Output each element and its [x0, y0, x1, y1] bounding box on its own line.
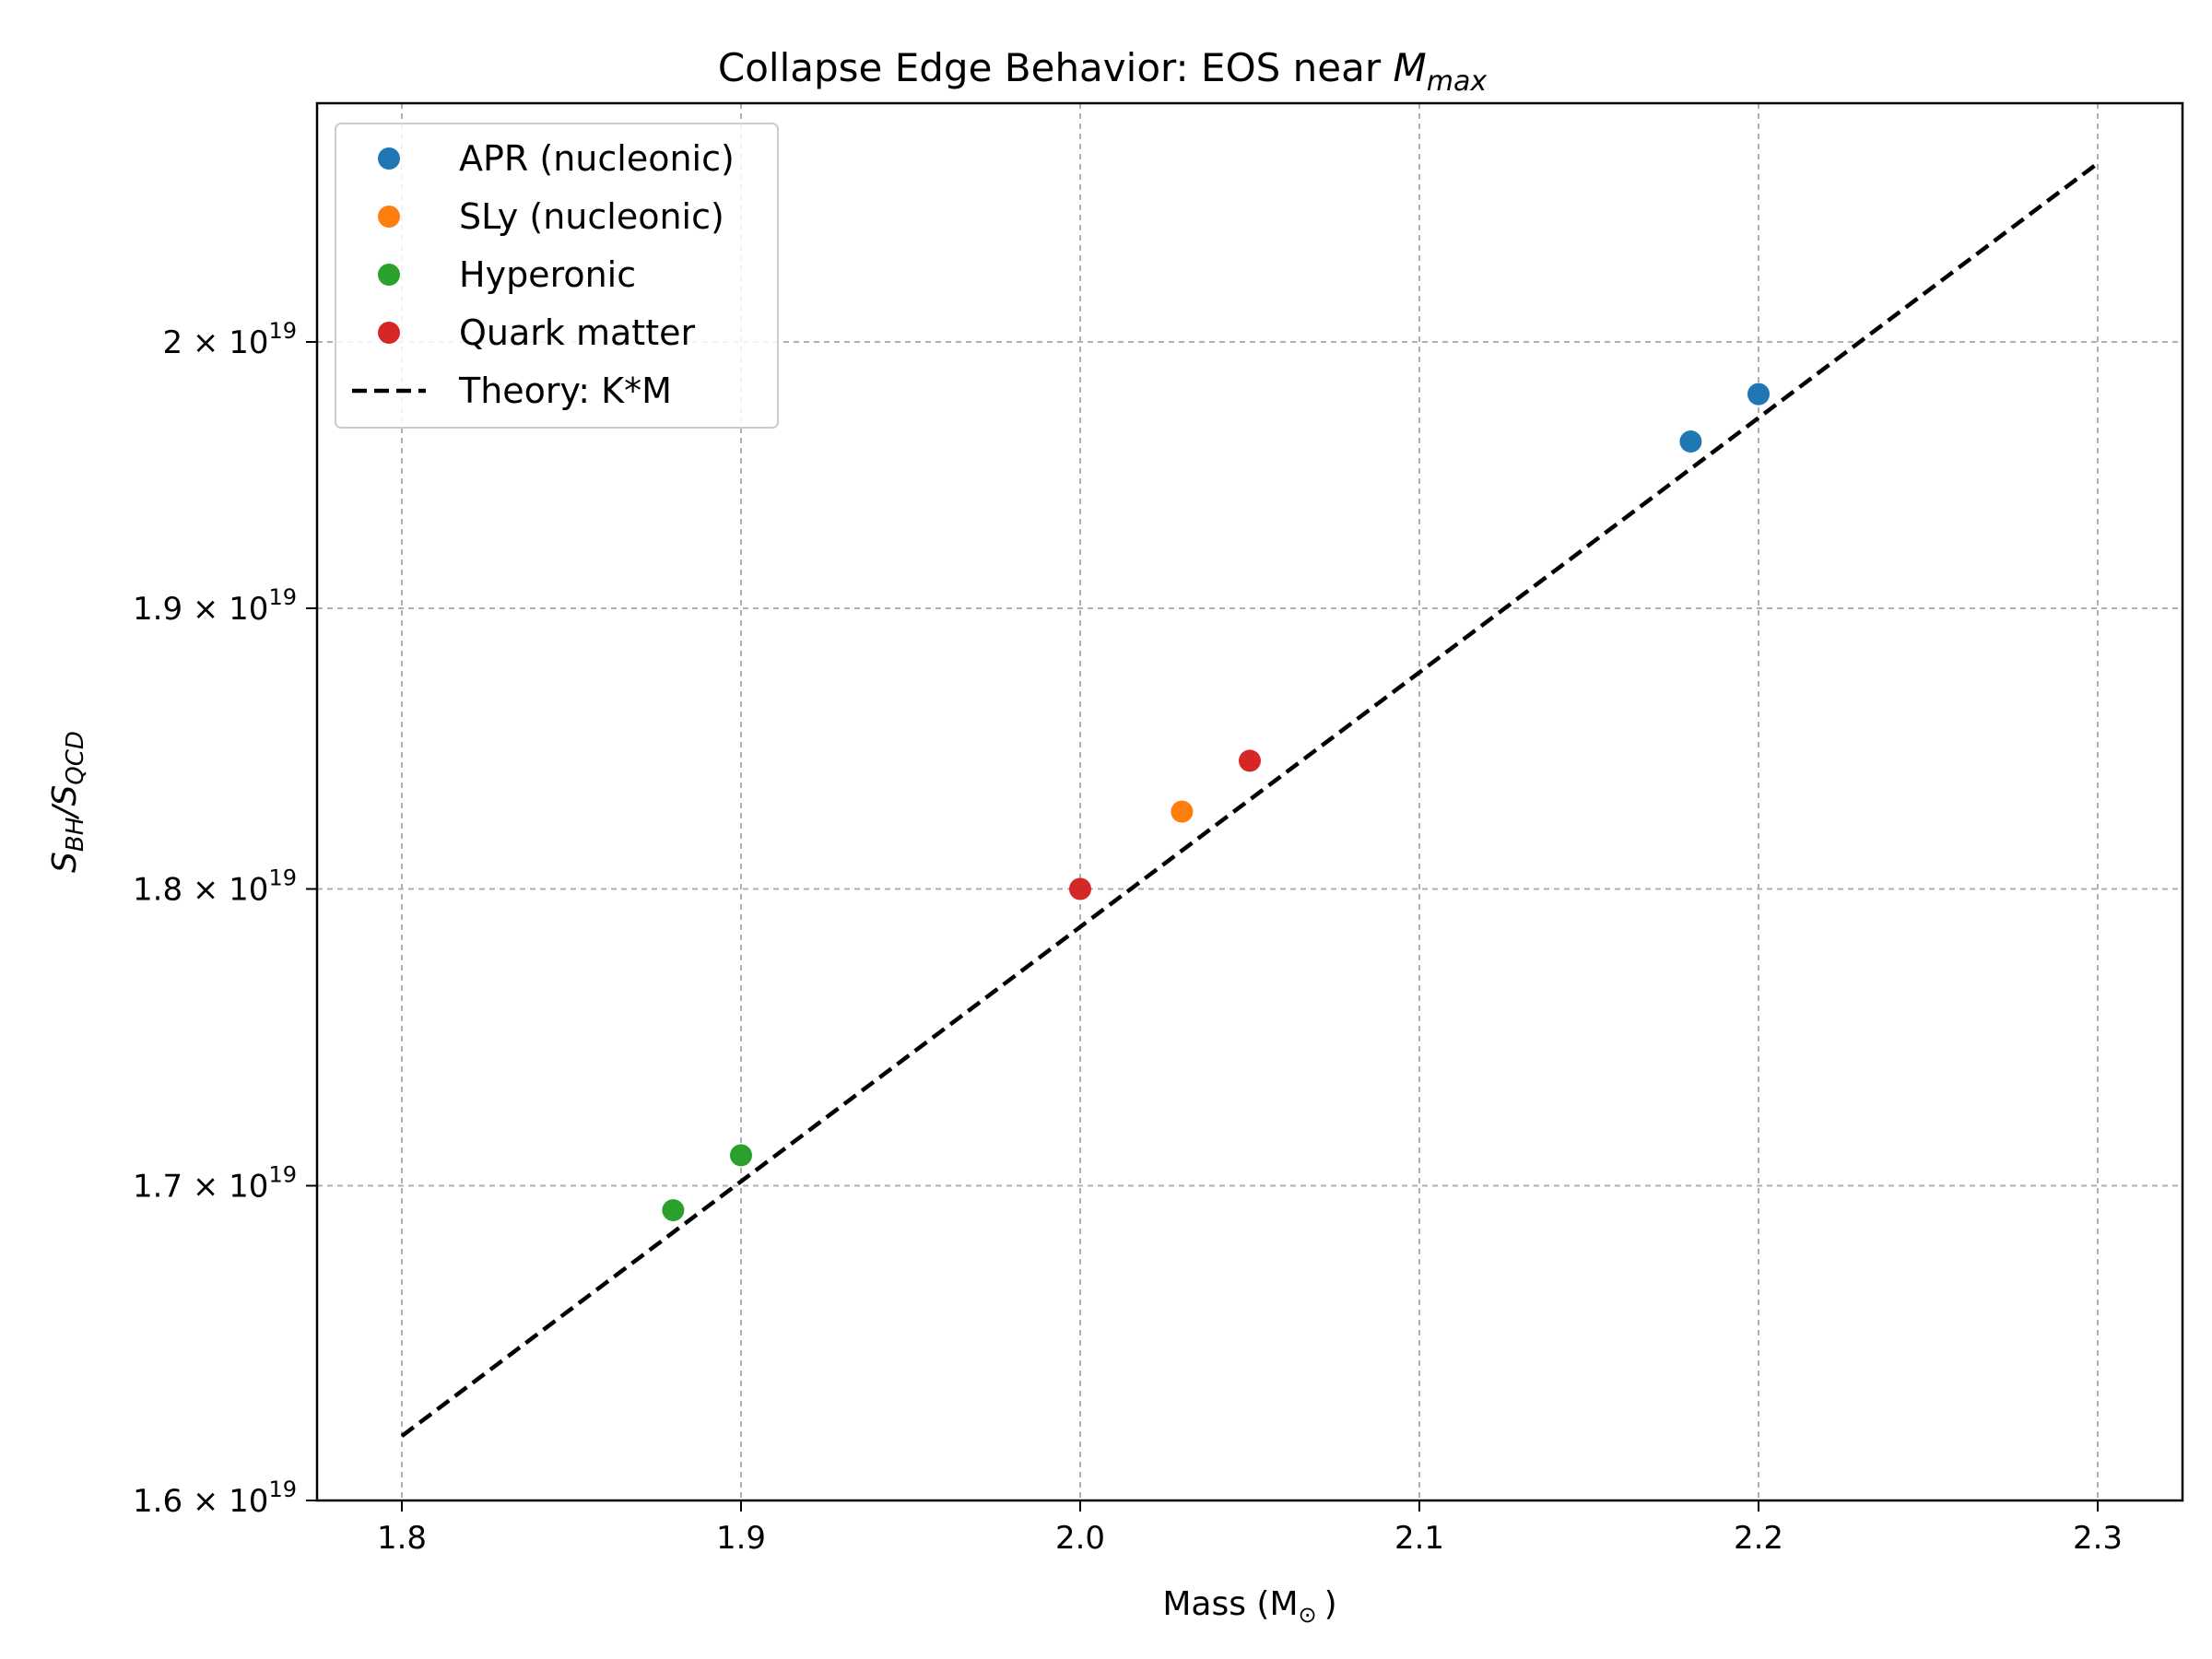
- data-points: [662, 382, 1770, 1222]
- x-tick-label: 2.3: [2073, 1520, 2123, 1557]
- data-point: [730, 1144, 752, 1167]
- x-tick-label: 2.1: [1394, 1520, 1444, 1557]
- legend-marker: [378, 322, 400, 344]
- y-axis-ticks: 1.6 × 1019 1.7 × 1019 1.8 × 1019 1.9 × 1019…: [133, 318, 317, 1520]
- legend-label: APR (nucleonic): [459, 138, 735, 179]
- legend-label: SLy (nucleonic): [459, 196, 724, 237]
- y-axis-label: SBH/SQCD: [46, 731, 89, 873]
- data-point: [1747, 382, 1770, 406]
- legend-box: [335, 123, 779, 429]
- data-point: [1239, 749, 1261, 772]
- legend: APR (nucleonic) SLy (nucleonic) Hyperonic Q…: [335, 123, 779, 429]
- y-tick-label: 1.9 × 1019: [133, 584, 297, 628]
- y-tick-label: 1.6 × 1019: [133, 1477, 297, 1520]
- legend-label: Hyperonic: [459, 254, 636, 295]
- legend-label: Quark matter: [459, 312, 695, 353]
- data-point: [1171, 800, 1194, 823]
- legend-marker: [378, 264, 400, 286]
- data-point: [1069, 877, 1091, 900]
- x-tick-label: 1.8: [377, 1520, 427, 1557]
- x-tick-label: 2.2: [1734, 1520, 1783, 1557]
- legend-marker: [378, 147, 400, 170]
- x-axis-ticks: 1.8 1.9 2.0 2.1 2.2 2.3: [377, 1500, 2123, 1557]
- data-point: [662, 1199, 685, 1222]
- chart-title: Collapse Edge Behavior: EOS near Mmax: [718, 45, 1487, 98]
- y-tick-label: 2 × 1019: [162, 318, 297, 361]
- y-tick-label: 1.8 × 1019: [133, 865, 297, 909]
- x-tick-label: 2.0: [1055, 1520, 1105, 1557]
- x-tick-label: 1.9: [716, 1520, 766, 1557]
- x-axis-label: Mass (M⊙): [1162, 1585, 1336, 1628]
- y-tick-label: 1.7 × 1019: [133, 1161, 297, 1205]
- data-point: [1679, 430, 1702, 453]
- legend-marker: [378, 206, 400, 228]
- legend-label: Theory: K*M: [458, 371, 672, 411]
- plot-frame: [315, 101, 2184, 1502]
